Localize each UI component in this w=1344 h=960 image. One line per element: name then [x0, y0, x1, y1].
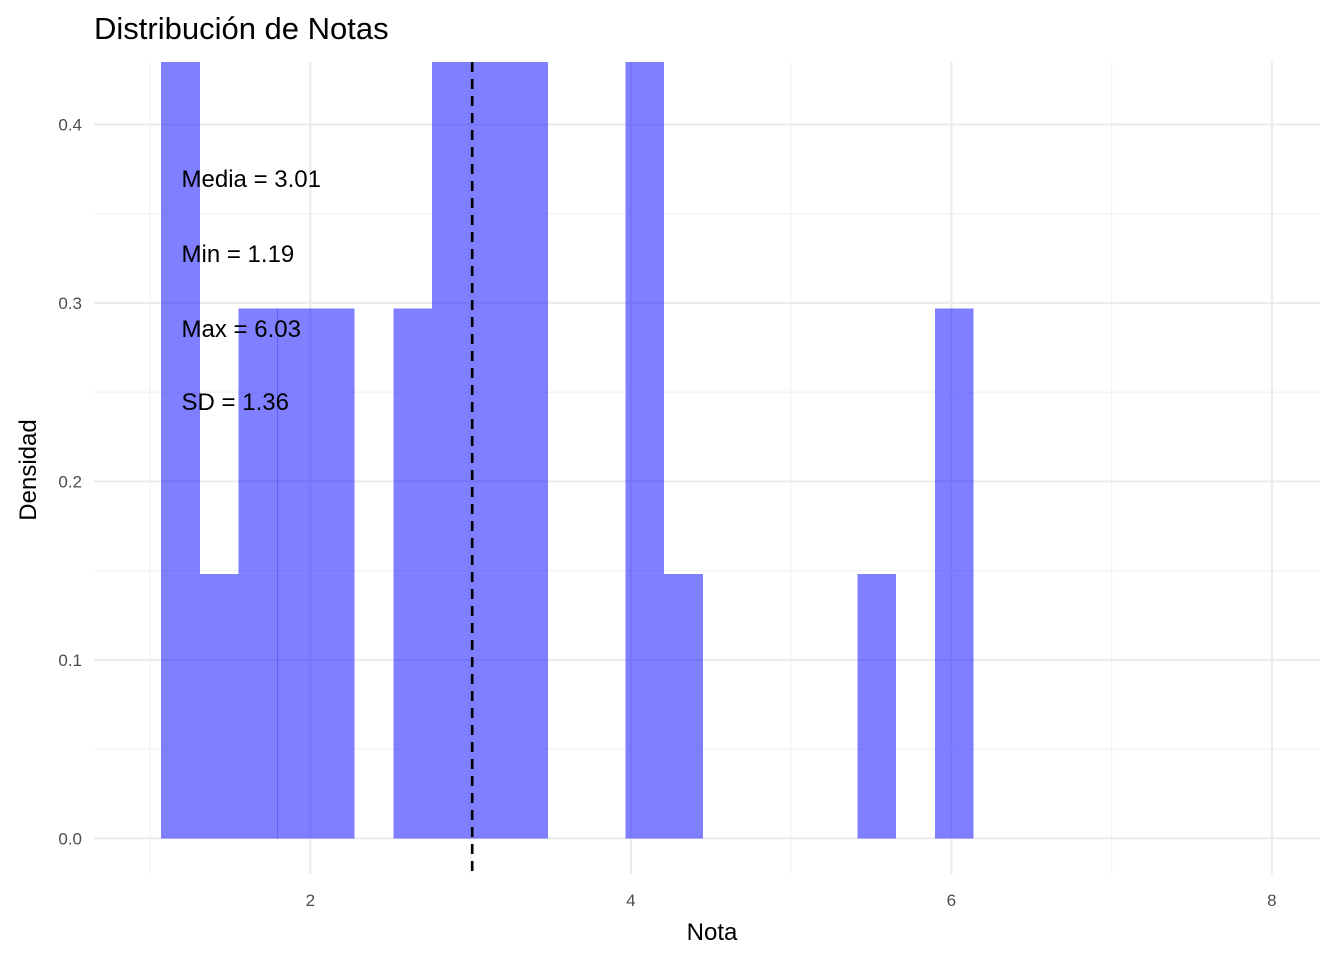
stats-annotations: Media = 3.01 Min = 1.19 Max = 6.03 SD = 1.3… — [182, 166, 321, 416]
histogram-bar — [664, 574, 703, 839]
y-tick-label: 0.1 — [58, 651, 82, 670]
histogram-bar — [393, 308, 432, 839]
y-tick-label: 0.3 — [58, 294, 82, 313]
histogram-bar — [161, 62, 200, 839]
chart-title: Distribución de Notas — [94, 11, 389, 46]
histogram-bar — [470, 62, 510, 839]
histogram-bar — [238, 308, 278, 839]
stats-annotation: Max = 6.03 — [182, 316, 301, 343]
y-tick-label: 0.2 — [58, 472, 82, 491]
x-tick-label: 8 — [1267, 891, 1276, 910]
x-axis-title: Nota — [687, 919, 738, 946]
x-tick-label: 6 — [947, 891, 956, 910]
histogram-bar — [509, 62, 548, 839]
histogram-bar — [625, 62, 664, 839]
histogram-bar — [277, 308, 316, 839]
histogram-bar — [934, 308, 974, 839]
histogram-bars — [161, 62, 974, 839]
x-tick-label: 2 — [306, 891, 315, 910]
histogram-bar — [431, 62, 471, 839]
x-axis-ticks: 2 4 6 8 — [306, 891, 1277, 910]
y-tick-label: 0.0 — [58, 829, 82, 848]
stats-annotation: Min = 1.19 — [182, 241, 295, 268]
stats-annotation: SD = 1.36 — [182, 389, 289, 416]
stats-annotation: Media = 3.01 — [182, 166, 321, 193]
x-tick-label: 4 — [626, 891, 635, 910]
histogram-bar — [857, 574, 897, 839]
histogram-bar — [315, 308, 355, 839]
y-tick-label: 0.4 — [58, 115, 82, 134]
y-axis-title: Densidad — [15, 419, 42, 520]
y-axis-ticks: 0.0 0.1 0.2 0.3 0.4 — [58, 115, 82, 848]
histogram-bar — [199, 574, 239, 839]
